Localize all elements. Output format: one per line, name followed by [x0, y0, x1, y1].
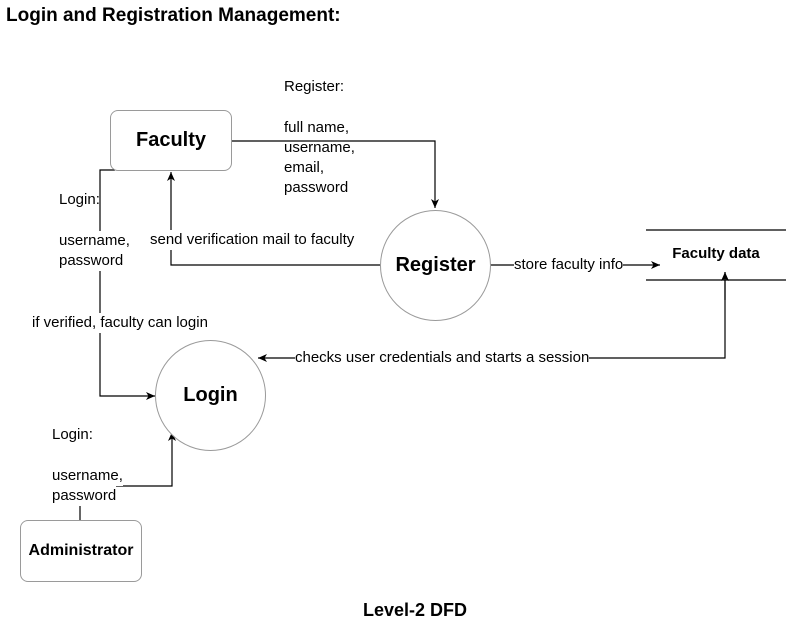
flow-register-to-faculty: [167, 172, 380, 266]
flow-store-to-login: [258, 272, 726, 362]
faculty-login-heading: Login:: [59, 191, 100, 208]
faculty-login-field-username: username,: [59, 231, 130, 251]
admin-login-heading: Login:: [52, 426, 93, 443]
register-field-username: username,: [284, 139, 355, 156]
login-process-label: Login: [183, 384, 238, 406]
check-credentials-label: checks user credentials and starts a ses…: [295, 348, 590, 368]
faculty-entity: Faculty: [110, 110, 232, 171]
diagram-caption: Level-2 DFD: [362, 600, 468, 620]
administrator-entity-label: Administrator: [28, 542, 134, 559]
faculty-entity-label: Faculty: [135, 129, 207, 151]
if-verified-label: if verified, faculty can login: [32, 313, 208, 333]
admin-login-field-password: password: [52, 486, 117, 506]
admin-login-field-username: username,: [52, 466, 123, 486]
faculty-data-store-label: Faculty data: [672, 245, 760, 262]
register-field-full-name: full name,: [284, 118, 350, 138]
faculty-login-field-password: password: [59, 251, 124, 271]
register-field-password: password: [284, 179, 349, 196]
login-process: Login: [155, 340, 266, 451]
flow-faculty-to-login: [99, 169, 155, 400]
register-process: Register: [380, 210, 491, 321]
register-flow-heading: Register:: [284, 78, 345, 95]
register-field-email: email,: [284, 159, 325, 176]
store-info-label: store faculty info: [514, 255, 624, 275]
administrator-entity: Administrator: [20, 520, 142, 582]
diagram-title: Login and Registration Management:: [6, 5, 341, 26]
register-process-label: Register: [395, 254, 476, 276]
flow-faculty-to-register: [231, 140, 439, 208]
verification-mail-label: send verification mail to faculty: [150, 230, 355, 250]
